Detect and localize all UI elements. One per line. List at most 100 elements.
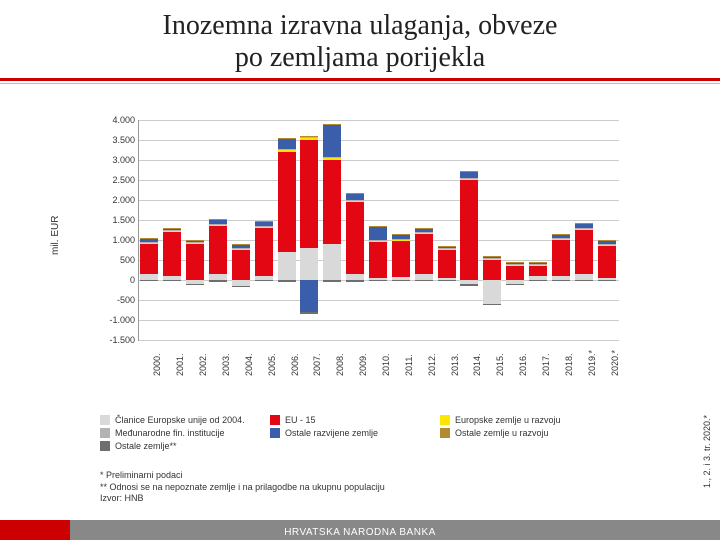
bar-segment — [163, 280, 181, 281]
bar-segment — [369, 241, 387, 242]
y-tick: 2.000 — [112, 195, 135, 205]
bar-segment — [483, 304, 501, 305]
title-line1: Inozemna izravna ulaganja, obveze — [163, 10, 558, 41]
right-axis-note: 1., 2. i 3. tr. 2020.* — [702, 415, 712, 488]
x-tick-label: 2010. — [381, 353, 391, 376]
bar-segment — [598, 241, 616, 244]
title-line2: po zemljama porijekla — [235, 42, 485, 73]
bar-segment — [460, 178, 478, 180]
x-tick-label: 2008. — [335, 353, 345, 376]
bar-segment — [552, 280, 570, 281]
legend-label: EU - 15 — [285, 415, 316, 425]
x-tick-label: 2013. — [450, 353, 460, 376]
bar-segment — [415, 280, 433, 281]
y-tick: 1.000 — [112, 235, 135, 245]
bar-segment — [346, 200, 364, 202]
y-tick: -500 — [117, 295, 135, 305]
bar-segment — [278, 150, 296, 152]
legend-item: Članice Europske unije od 2004. — [100, 415, 270, 425]
bar-segment — [186, 243, 204, 244]
footnote-line: Izvor: HNB — [100, 493, 385, 505]
y-tick: -1.000 — [109, 315, 135, 325]
bar-segment — [506, 264, 524, 265]
bar-segment — [506, 284, 524, 285]
bar-segment — [323, 125, 341, 157]
x-tick-label: 2000. — [152, 353, 162, 376]
bar-segment — [415, 233, 433, 234]
x-tick-label: 2003. — [221, 353, 231, 376]
bar-segment — [140, 238, 158, 242]
x-tick-label: 2011. — [404, 354, 414, 376]
bar-segment — [483, 258, 501, 259]
bar-segment — [300, 137, 318, 138]
bar-segment — [438, 249, 456, 250]
footnotes: * Preliminarni podaci** Odnosi se na nep… — [100, 470, 385, 505]
bar-segment — [209, 224, 227, 226]
y-tick: 4.000 — [112, 115, 135, 125]
bar-segment — [392, 235, 410, 239]
bar-segment — [163, 230, 181, 232]
bar-segment — [483, 280, 501, 304]
bar-segment — [438, 246, 456, 248]
x-tick-label: 2016. — [518, 353, 528, 376]
bar-segment — [392, 239, 410, 240]
bar-segment — [346, 202, 364, 274]
bar-segment — [529, 264, 547, 265]
bar-segment — [392, 240, 410, 241]
bar-segment — [278, 252, 296, 280]
bar-segment — [186, 240, 204, 242]
bar-segment — [575, 229, 593, 230]
bar-segment — [598, 246, 616, 278]
legend-label: Članice Europske unije od 2004. — [115, 415, 245, 425]
legend-label: Ostale razvijene zemlje — [285, 428, 378, 438]
x-tick-label: 2002. — [198, 353, 208, 376]
x-tick-label: 2009. — [358, 353, 368, 376]
divider-gray — [0, 83, 720, 84]
bar-segment — [232, 249, 250, 250]
bar-segment — [369, 242, 387, 278]
x-tick-label: 2018. — [564, 353, 574, 376]
y-tick: 3.000 — [112, 155, 135, 165]
bar-segment — [140, 243, 158, 244]
bar-segment — [186, 284, 204, 285]
bar-segment — [300, 138, 318, 140]
bar-segment — [323, 157, 341, 158]
bar-segment — [392, 241, 410, 277]
bar-segment — [323, 244, 341, 280]
bar-segment — [460, 178, 478, 179]
legend-label: Međunarodne fin. institucije — [115, 428, 225, 438]
bar-segment — [369, 226, 387, 240]
legend-swatch — [100, 441, 110, 451]
y-tick: 3.500 — [112, 135, 135, 145]
bar-segment — [460, 284, 478, 286]
legend-label: Ostale zemlje u razvoju — [455, 428, 549, 438]
bar-segment — [575, 228, 593, 229]
bar-segment — [232, 250, 250, 280]
bar-segment — [575, 280, 593, 281]
legend-swatch — [440, 415, 450, 425]
bar-segment — [598, 244, 616, 245]
bar-segment — [369, 280, 387, 281]
y-tick: -1.500 — [109, 335, 135, 345]
bar-segment — [598, 245, 616, 246]
legend-swatch — [270, 428, 280, 438]
bar-segment — [460, 172, 478, 178]
x-tick-label: 2006. — [290, 353, 300, 376]
bar-segment — [300, 248, 318, 280]
legend-label: Ostale zemlje** — [115, 441, 177, 451]
bar-segment — [209, 226, 227, 274]
bar-segment — [140, 244, 158, 274]
bar-segment — [163, 232, 181, 276]
bar-segment — [415, 234, 433, 274]
bar-segment — [255, 221, 273, 222]
x-tick-label: 2005. — [267, 353, 277, 376]
bar-segment — [529, 266, 547, 276]
legend-item: Europske zemlje u razvoju — [440, 415, 610, 425]
bar-segment — [529, 265, 547, 266]
legend-swatch — [270, 415, 280, 425]
gridline — [139, 340, 619, 341]
footer-text: HRVATSKA NARODNA BANKA — [0, 527, 720, 538]
bar-segment — [392, 280, 410, 281]
bar-segment — [483, 259, 501, 260]
y-tick: 0 — [130, 275, 135, 285]
